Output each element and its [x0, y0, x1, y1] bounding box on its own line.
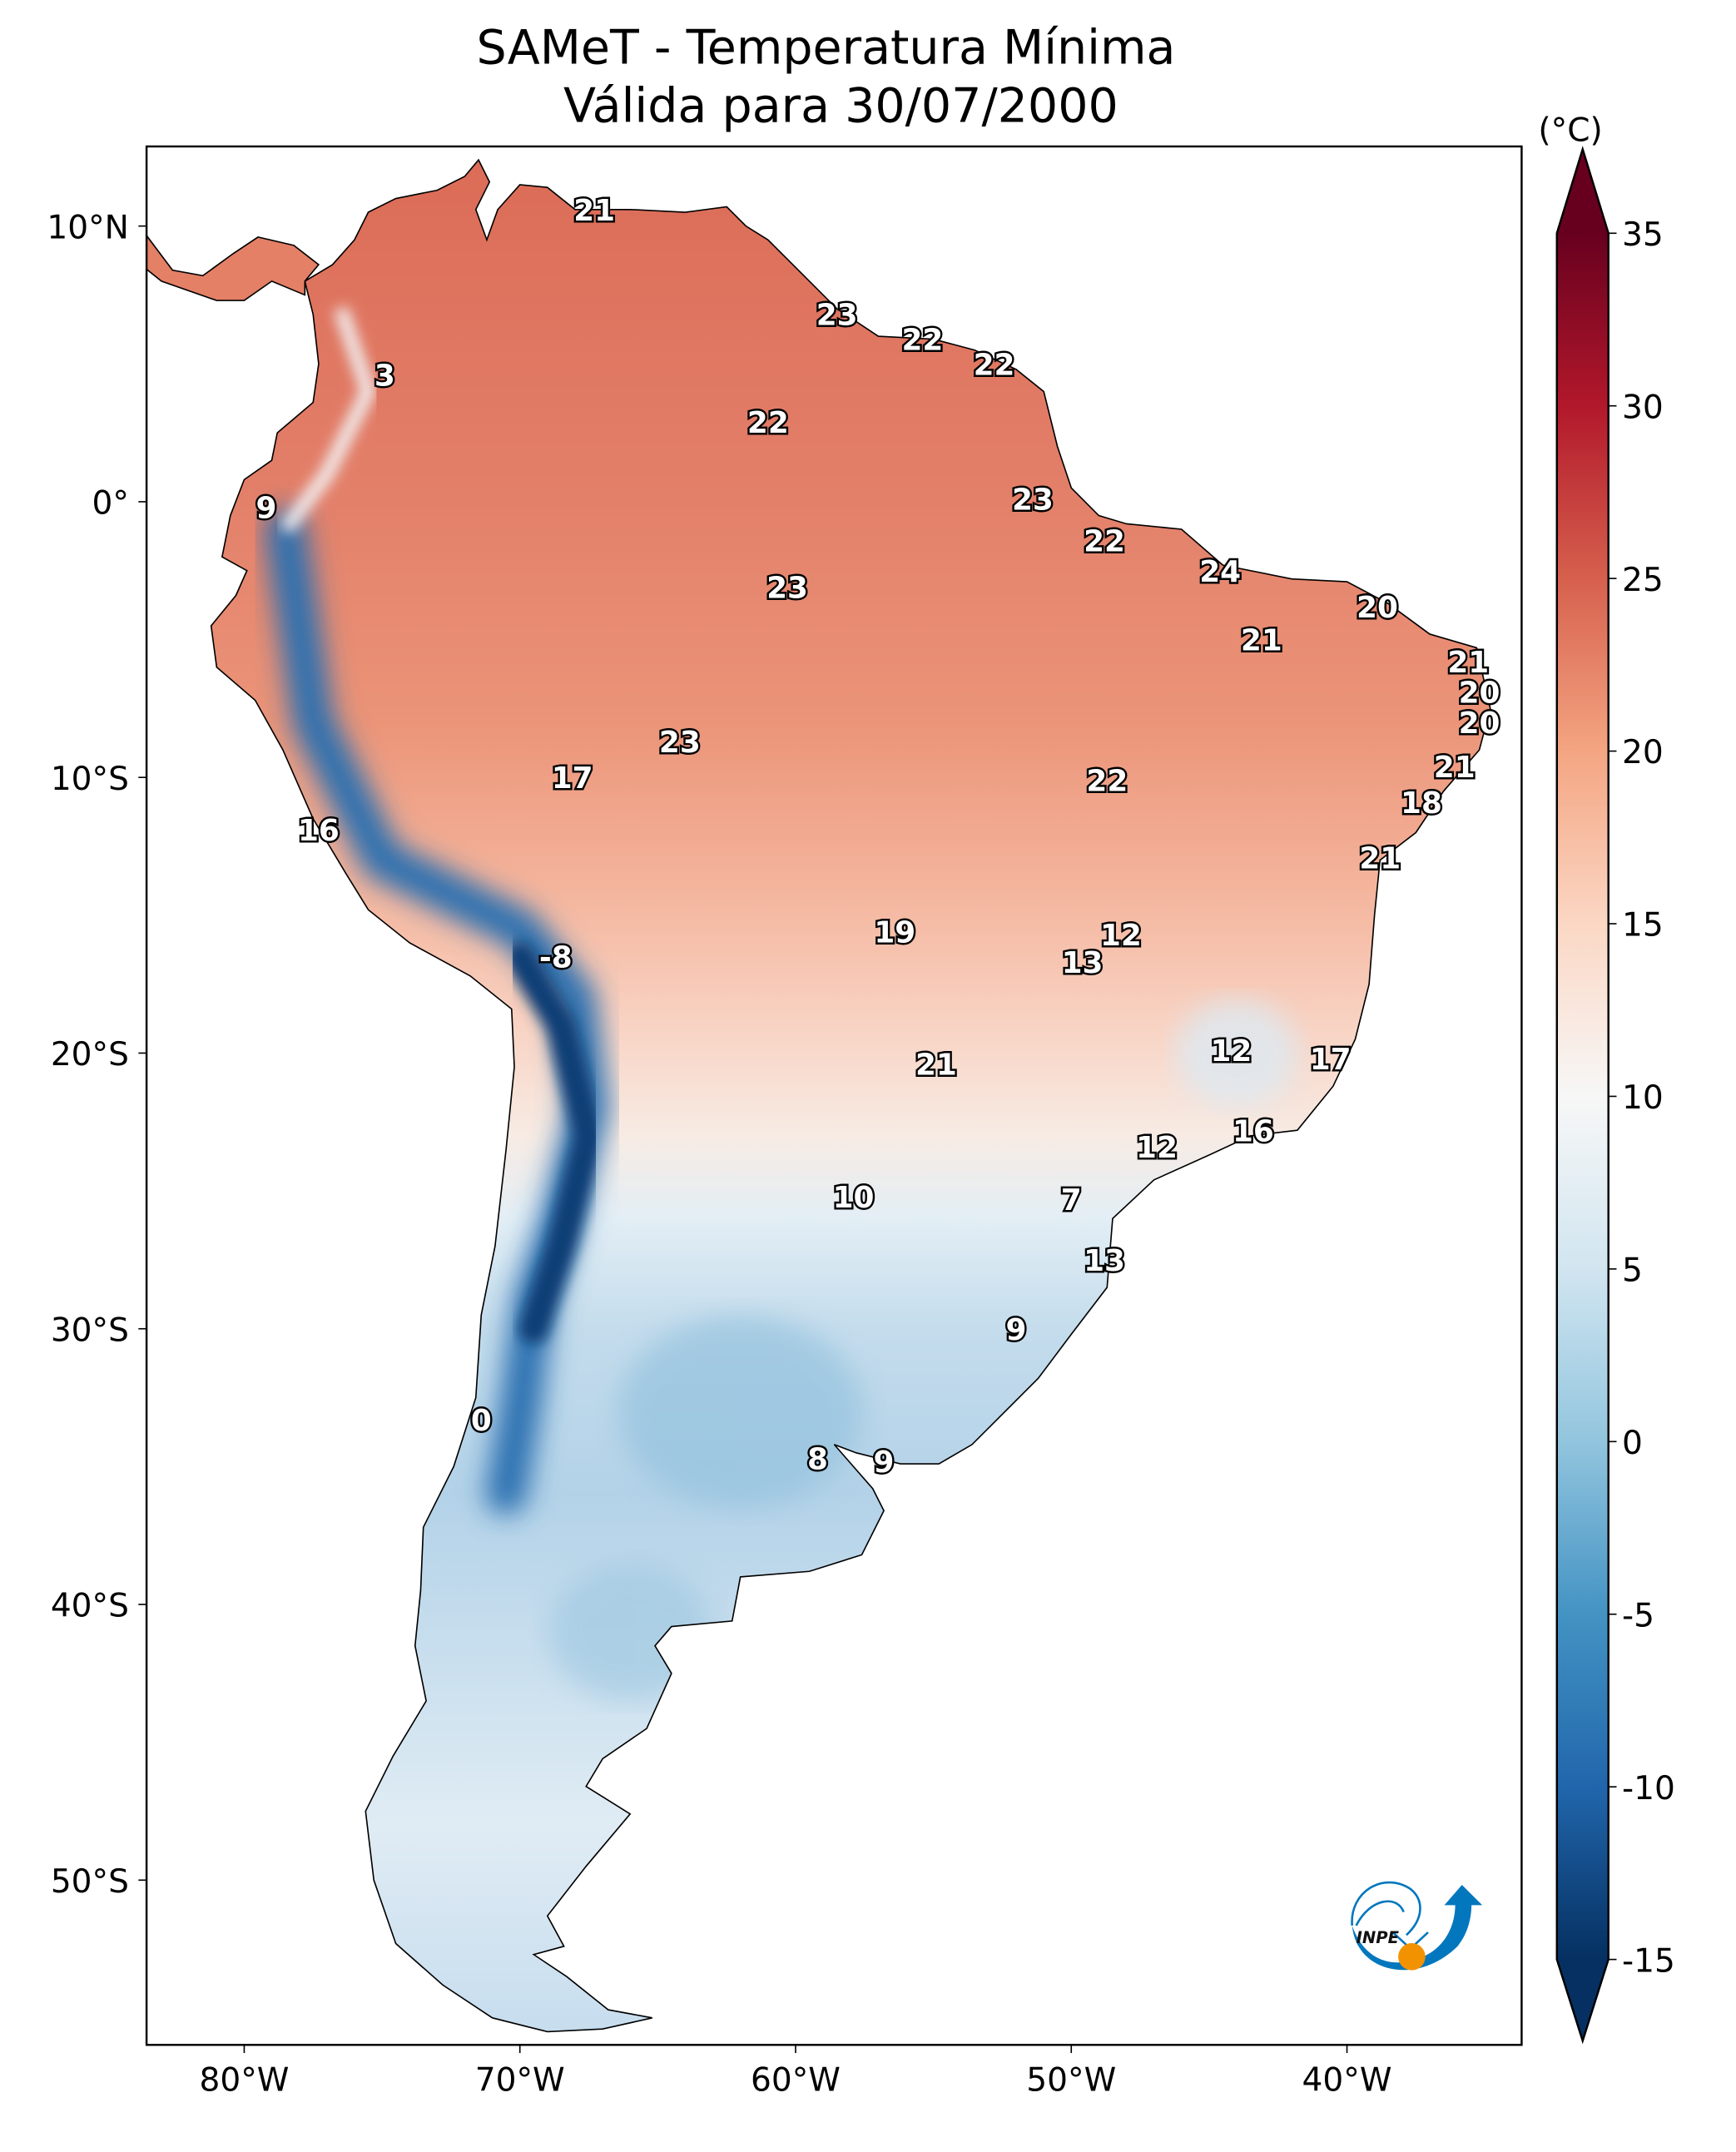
map-frame	[145, 145, 1523, 2046]
x-axis-ticks: 80°W 70°W 60°W 50°W 40°W	[199, 2045, 1392, 2100]
y-tick-label: 0°	[92, 485, 129, 523]
temperature-label: 22	[1086, 765, 1128, 799]
x-tick-label: 40°W	[1302, 2062, 1392, 2100]
temperature-label: 23	[816, 299, 858, 333]
y-tick-label: 50°S	[51, 1863, 129, 1901]
colorbar-tick-label: 10	[1622, 1079, 1664, 1117]
temperature-label: 3	[374, 359, 395, 394]
temperature-label: 13	[1062, 946, 1104, 980]
colorbar-tick-label: 20	[1622, 734, 1664, 771]
title-line-1: SAMeT - Temperatura Mínima	[476, 21, 1175, 76]
temperature-label: 16	[298, 814, 340, 848]
temperature-label: 9	[874, 1445, 895, 1480]
y-tick-label: 40°S	[51, 1588, 129, 1625]
temperature-label: 23	[1012, 483, 1054, 518]
y-tick-label: 10°S	[51, 761, 129, 798]
inpe-logo-text: INPE	[1357, 1928, 1400, 1947]
x-tick-label: 70°W	[475, 2062, 565, 2100]
coastline-central-america	[146, 233, 320, 301]
temperature-label: 21	[573, 194, 615, 228]
colorbar: (°C) 35 30 25 20 15 10 5 0 -5 -10 -15	[1538, 112, 1675, 2045]
colorbar-tick-label: -15	[1622, 1942, 1675, 1980]
temperature-label: 8	[807, 1442, 828, 1476]
temperature-label: 20	[1357, 591, 1398, 625]
temperature-label: 12	[1210, 1034, 1252, 1069]
temperature-label: 20	[1459, 707, 1500, 741]
temperature-label: 22	[1084, 524, 1125, 558]
temperature-label: 21	[915, 1049, 957, 1083]
inpe-logo: INPE	[1351, 1881, 1483, 1971]
temperature-label: 13	[1084, 1244, 1125, 1278]
colorbar-tick-label: 30	[1622, 389, 1664, 426]
x-tick-label: 60°W	[751, 2062, 841, 2100]
colorbar-tick-label: 25	[1622, 562, 1664, 599]
temperature-label: 10	[833, 1181, 875, 1215]
temperature-label: 16	[1233, 1114, 1274, 1148]
colorbar-tick-label: 0	[1622, 1425, 1643, 1462]
temperature-label: 12	[1100, 919, 1142, 953]
temperature-label: 19	[874, 916, 915, 950]
temperature-field	[211, 160, 1490, 2032]
temperature-label: 24	[1199, 555, 1241, 589]
temperature-label: 18	[1401, 786, 1442, 821]
temperature-label: 9	[1006, 1313, 1027, 1347]
y-tick-label: 10°N	[47, 209, 129, 246]
temperature-label: 22	[747, 406, 789, 440]
coastline	[210, 158, 1491, 2033]
temperature-label: 9	[255, 492, 276, 526]
temperature-label: 7	[1061, 1183, 1082, 1217]
temperature-label: 17	[552, 761, 593, 796]
x-tick-label: 80°W	[199, 2062, 289, 2100]
colorbar-tick-label: -5	[1622, 1597, 1654, 1634]
temperature-label: 0	[471, 1404, 492, 1438]
temperature-label: 12	[1136, 1131, 1178, 1165]
temperature-label: 21	[1359, 841, 1401, 875]
temperature-label: -8	[539, 941, 573, 975]
temperature-label: 20	[1459, 677, 1500, 711]
temperature-label: 21	[1447, 646, 1489, 680]
x-tick-label: 50°W	[1026, 2062, 1116, 2100]
temperature-label: 22	[901, 323, 943, 357]
temperature-label: 23	[766, 572, 808, 606]
colorbar-tick-label: -10	[1622, 1770, 1675, 1807]
y-tick-label: 20°S	[51, 1036, 129, 1074]
temperature-label: 21	[1434, 751, 1476, 785]
temperature-label: 21	[1241, 624, 1282, 658]
colorbar-tick-label: 35	[1622, 216, 1664, 254]
temperature-label: 22	[974, 348, 1015, 382]
colorbar-tick-label: 5	[1622, 1252, 1643, 1290]
title-line-2: Válida para 30/07/2000	[563, 79, 1118, 134]
colorbar-tick-label: 15	[1622, 907, 1664, 945]
y-axis-ticks: 10°N 0° 10°S 20°S 30°S 40°S 50°S	[47, 209, 147, 1901]
temperature-label: 17	[1310, 1043, 1352, 1077]
y-tick-label: 30°S	[51, 1312, 129, 1349]
temperature-label: 23	[659, 726, 701, 760]
colorbar-unit-label: (°C)	[1538, 112, 1602, 149]
